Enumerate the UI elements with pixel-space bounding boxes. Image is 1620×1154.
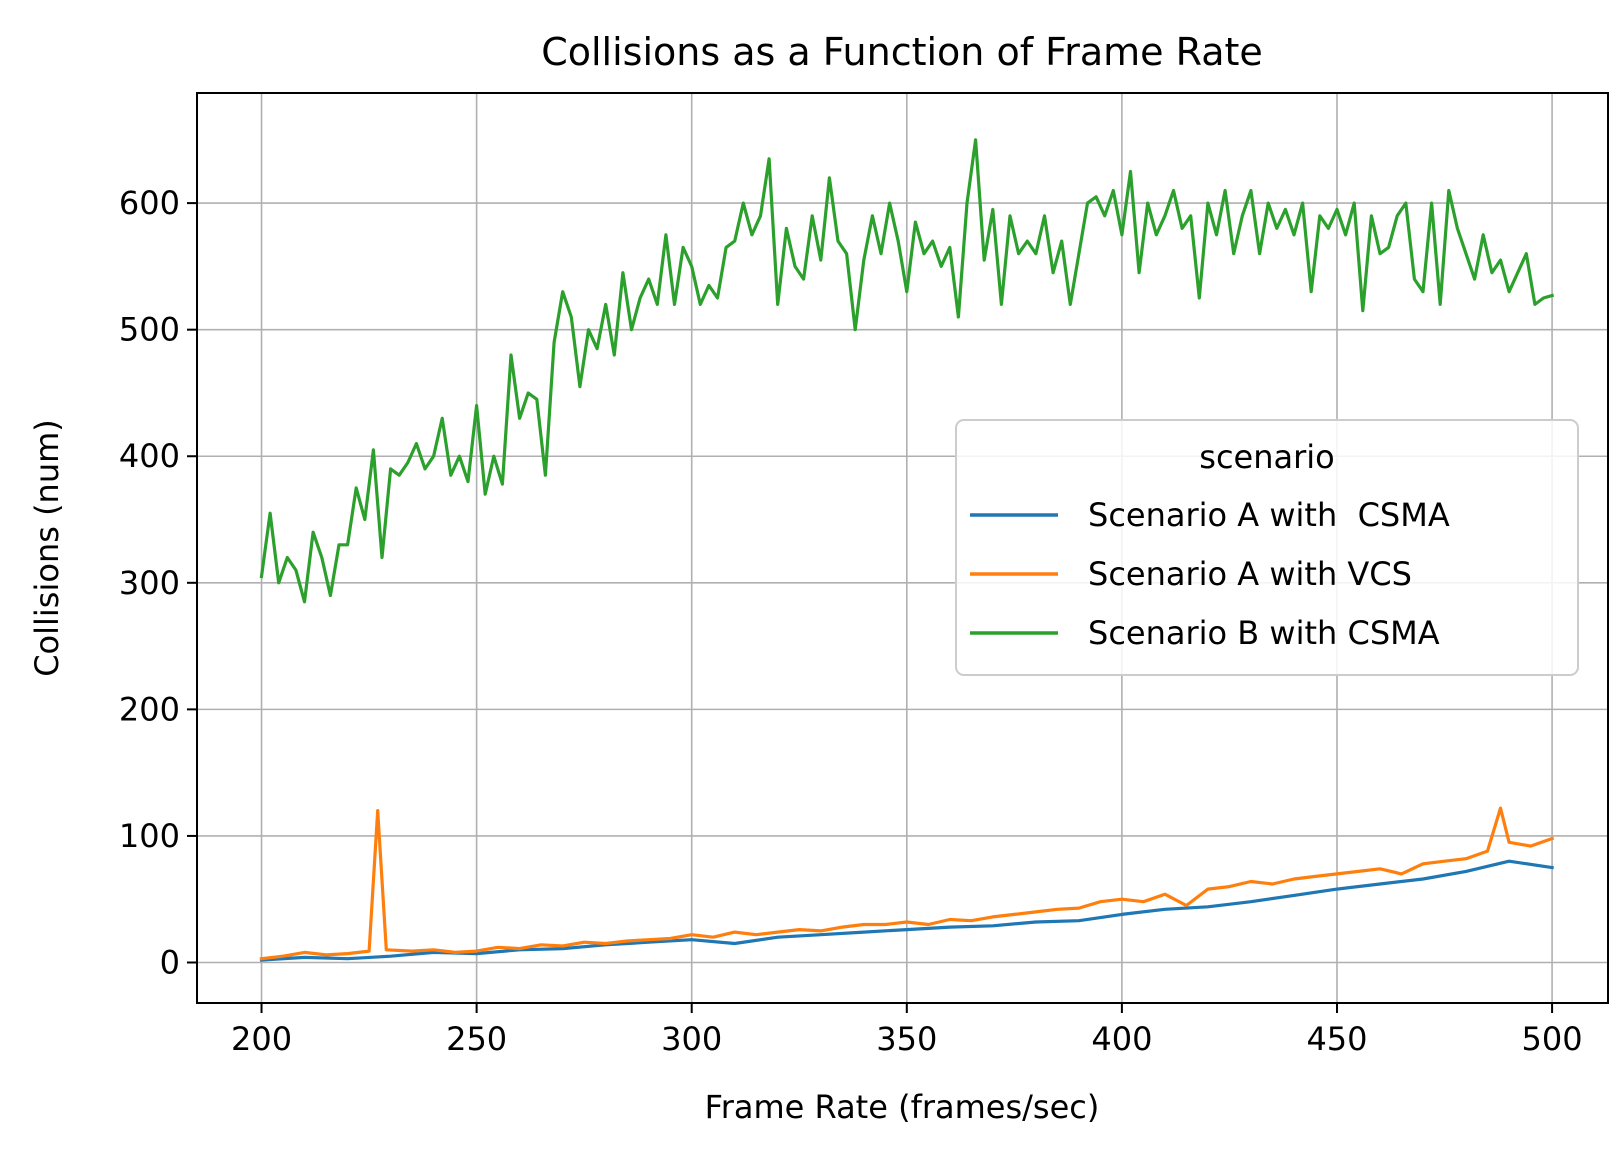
legend-box [955, 419, 1579, 676]
x-tick-label: 300 [661, 1020, 722, 1058]
x-tick-label: 350 [876, 1020, 937, 1058]
series-line [259, 806, 1555, 961]
legend-label: Scenario A with CSMA [1088, 496, 1450, 534]
y-tick-label: 600 [119, 184, 180, 222]
y-tick-label: 300 [119, 564, 180, 602]
x-tick-label: 400 [1091, 1020, 1152, 1058]
x-axis: 200 250 300 350 400 450 500 [231, 1003, 1583, 1058]
y-tick-label: 100 [119, 817, 180, 855]
chart-title: Collisions as a Function of Frame Rate [541, 30, 1263, 74]
y-axis: 0 100 200 300 400 500 600 [119, 184, 197, 981]
series-line [259, 138, 1555, 604]
y-tick-label: 400 [119, 437, 180, 475]
legend-label: Scenario A with VCS [1088, 555, 1412, 593]
x-tick-label: 250 [446, 1020, 507, 1058]
y-axis-label: Collisions (num) [28, 419, 66, 677]
legend-label: Scenario B with CSMA [1088, 614, 1440, 652]
x-axis-label: Frame Rate (frames/sec) [705, 1088, 1100, 1126]
x-tick-label: 200 [231, 1020, 292, 1058]
legend-title: scenario [1199, 438, 1334, 476]
series-line [259, 859, 1554, 962]
y-tick-label: 0 [160, 943, 180, 981]
x-tick-label: 450 [1306, 1020, 1367, 1058]
series-layer [259, 138, 1555, 962]
y-tick-label: 500 [119, 311, 180, 349]
x-tick-label: 500 [1522, 1020, 1583, 1058]
plot-frame [196, 92, 1609, 1004]
y-tick-label: 200 [119, 690, 180, 728]
legend: scenario Scenario A with CSMA Scenario A … [955, 419, 1579, 676]
